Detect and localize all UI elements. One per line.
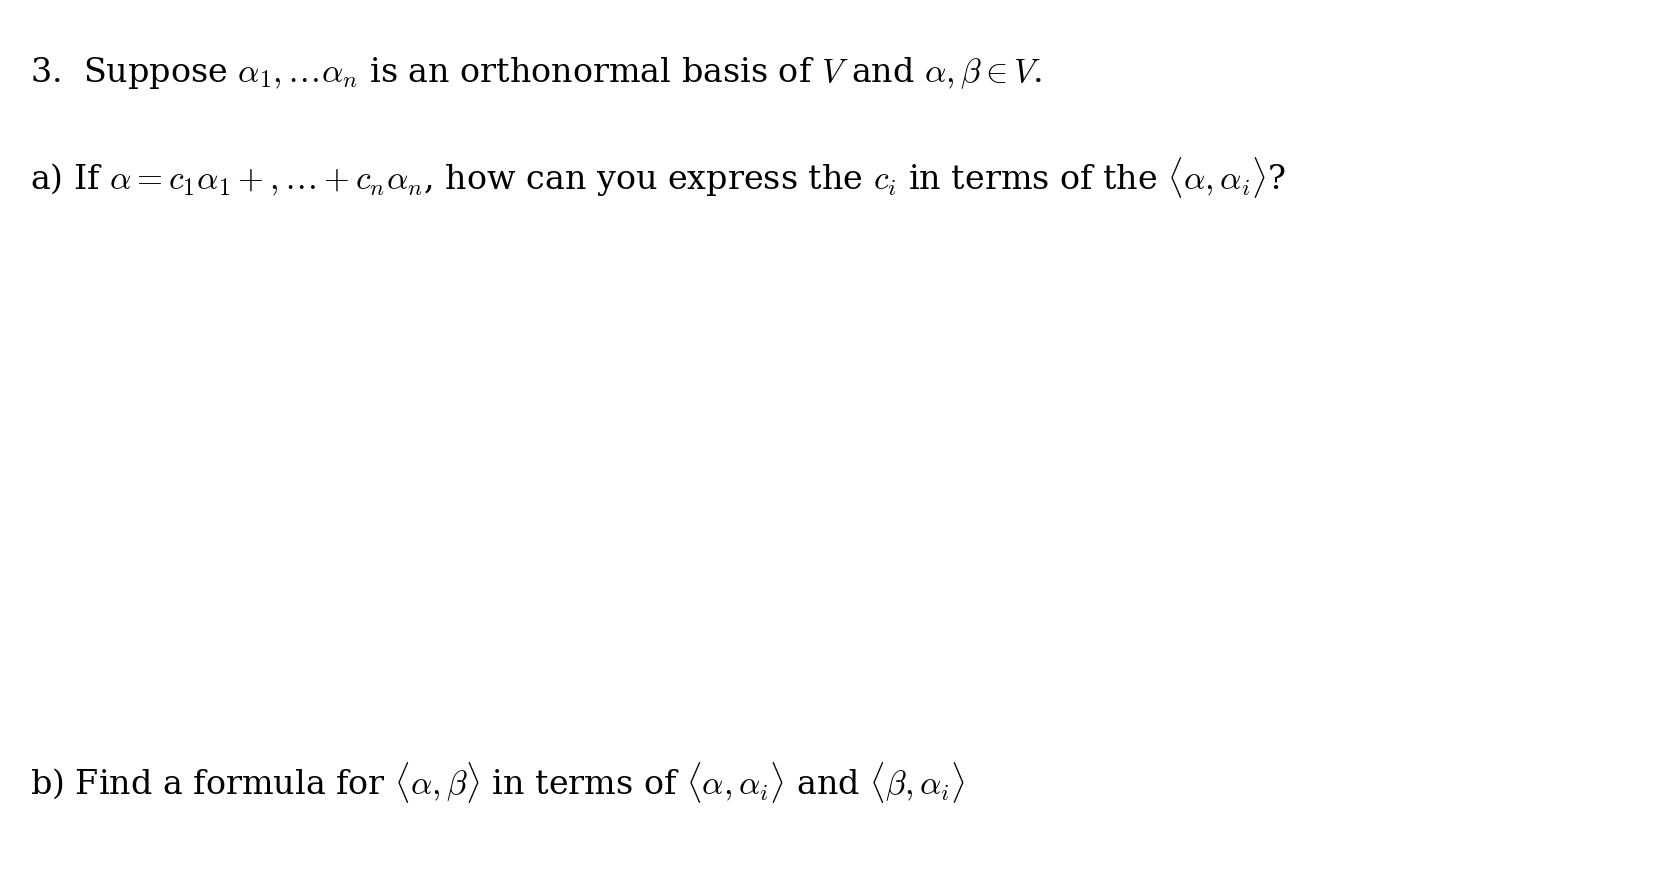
Text: 3.  Suppose $\alpha_1,\ldots\alpha_n$ is an orthonormal basis of $V$ and $\alpha: 3. Suppose $\alpha_1,\ldots\alpha_n$ is … xyxy=(30,55,1043,91)
Text: a) If $\alpha = c_1\alpha_1+,\ldots+c_n\alpha_n$, how can you express the $c_i$ : a) If $\alpha = c_1\alpha_1+,\ldots+c_n\… xyxy=(30,155,1286,200)
Text: b) Find a formula for $\langle \alpha, \beta\rangle$ in terms of $\langle \alpha: b) Find a formula for $\langle \alpha, \… xyxy=(30,760,965,805)
